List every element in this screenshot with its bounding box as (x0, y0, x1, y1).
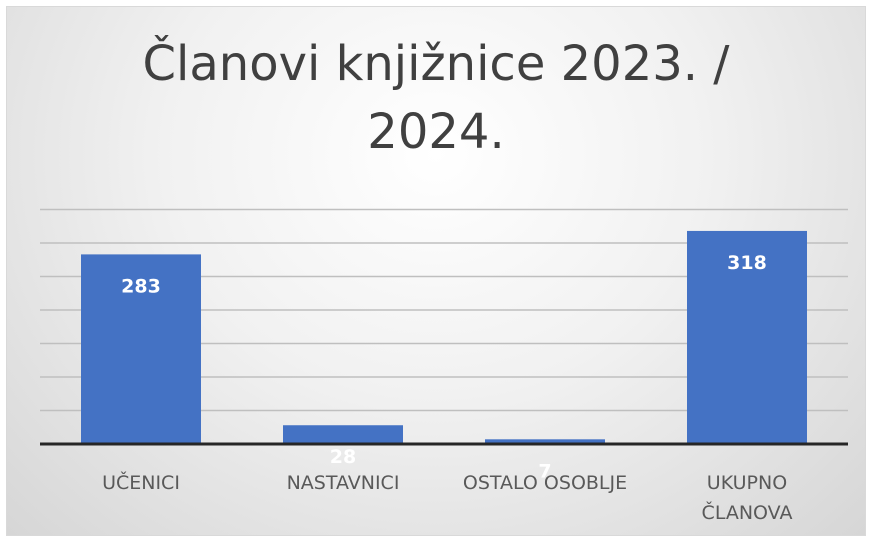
category-labels: UČENICI NASTAVNICI OSTALO OSOBLJE UKUPNO ČLA… (102, 470, 792, 524)
bar (485, 439, 605, 444)
bar (283, 425, 403, 444)
chart-title-line-2: 2024. (367, 104, 505, 160)
chart-title-line-1: Članovi knjižnice 2023. / (142, 36, 730, 92)
category-label: UČENICI (102, 470, 180, 494)
category-label: NASTAVNICI (287, 472, 400, 494)
data-label: 28 (330, 446, 356, 468)
category-label: UKUPNO (707, 472, 787, 494)
category-label: OSTALO OSOBLJE (463, 472, 627, 494)
data-labels: 283 28 7 318 (121, 252, 767, 482)
bars (81, 230, 807, 444)
bar (687, 230, 807, 444)
chart-title: Članovi knjižnice 2023. / 2024. (0, 30, 872, 166)
bar (81, 254, 201, 444)
category-label: ČLANOVA (702, 500, 793, 524)
data-label: 318 (727, 252, 767, 274)
data-label: 7 (538, 460, 551, 482)
data-label: 283 (121, 275, 161, 297)
